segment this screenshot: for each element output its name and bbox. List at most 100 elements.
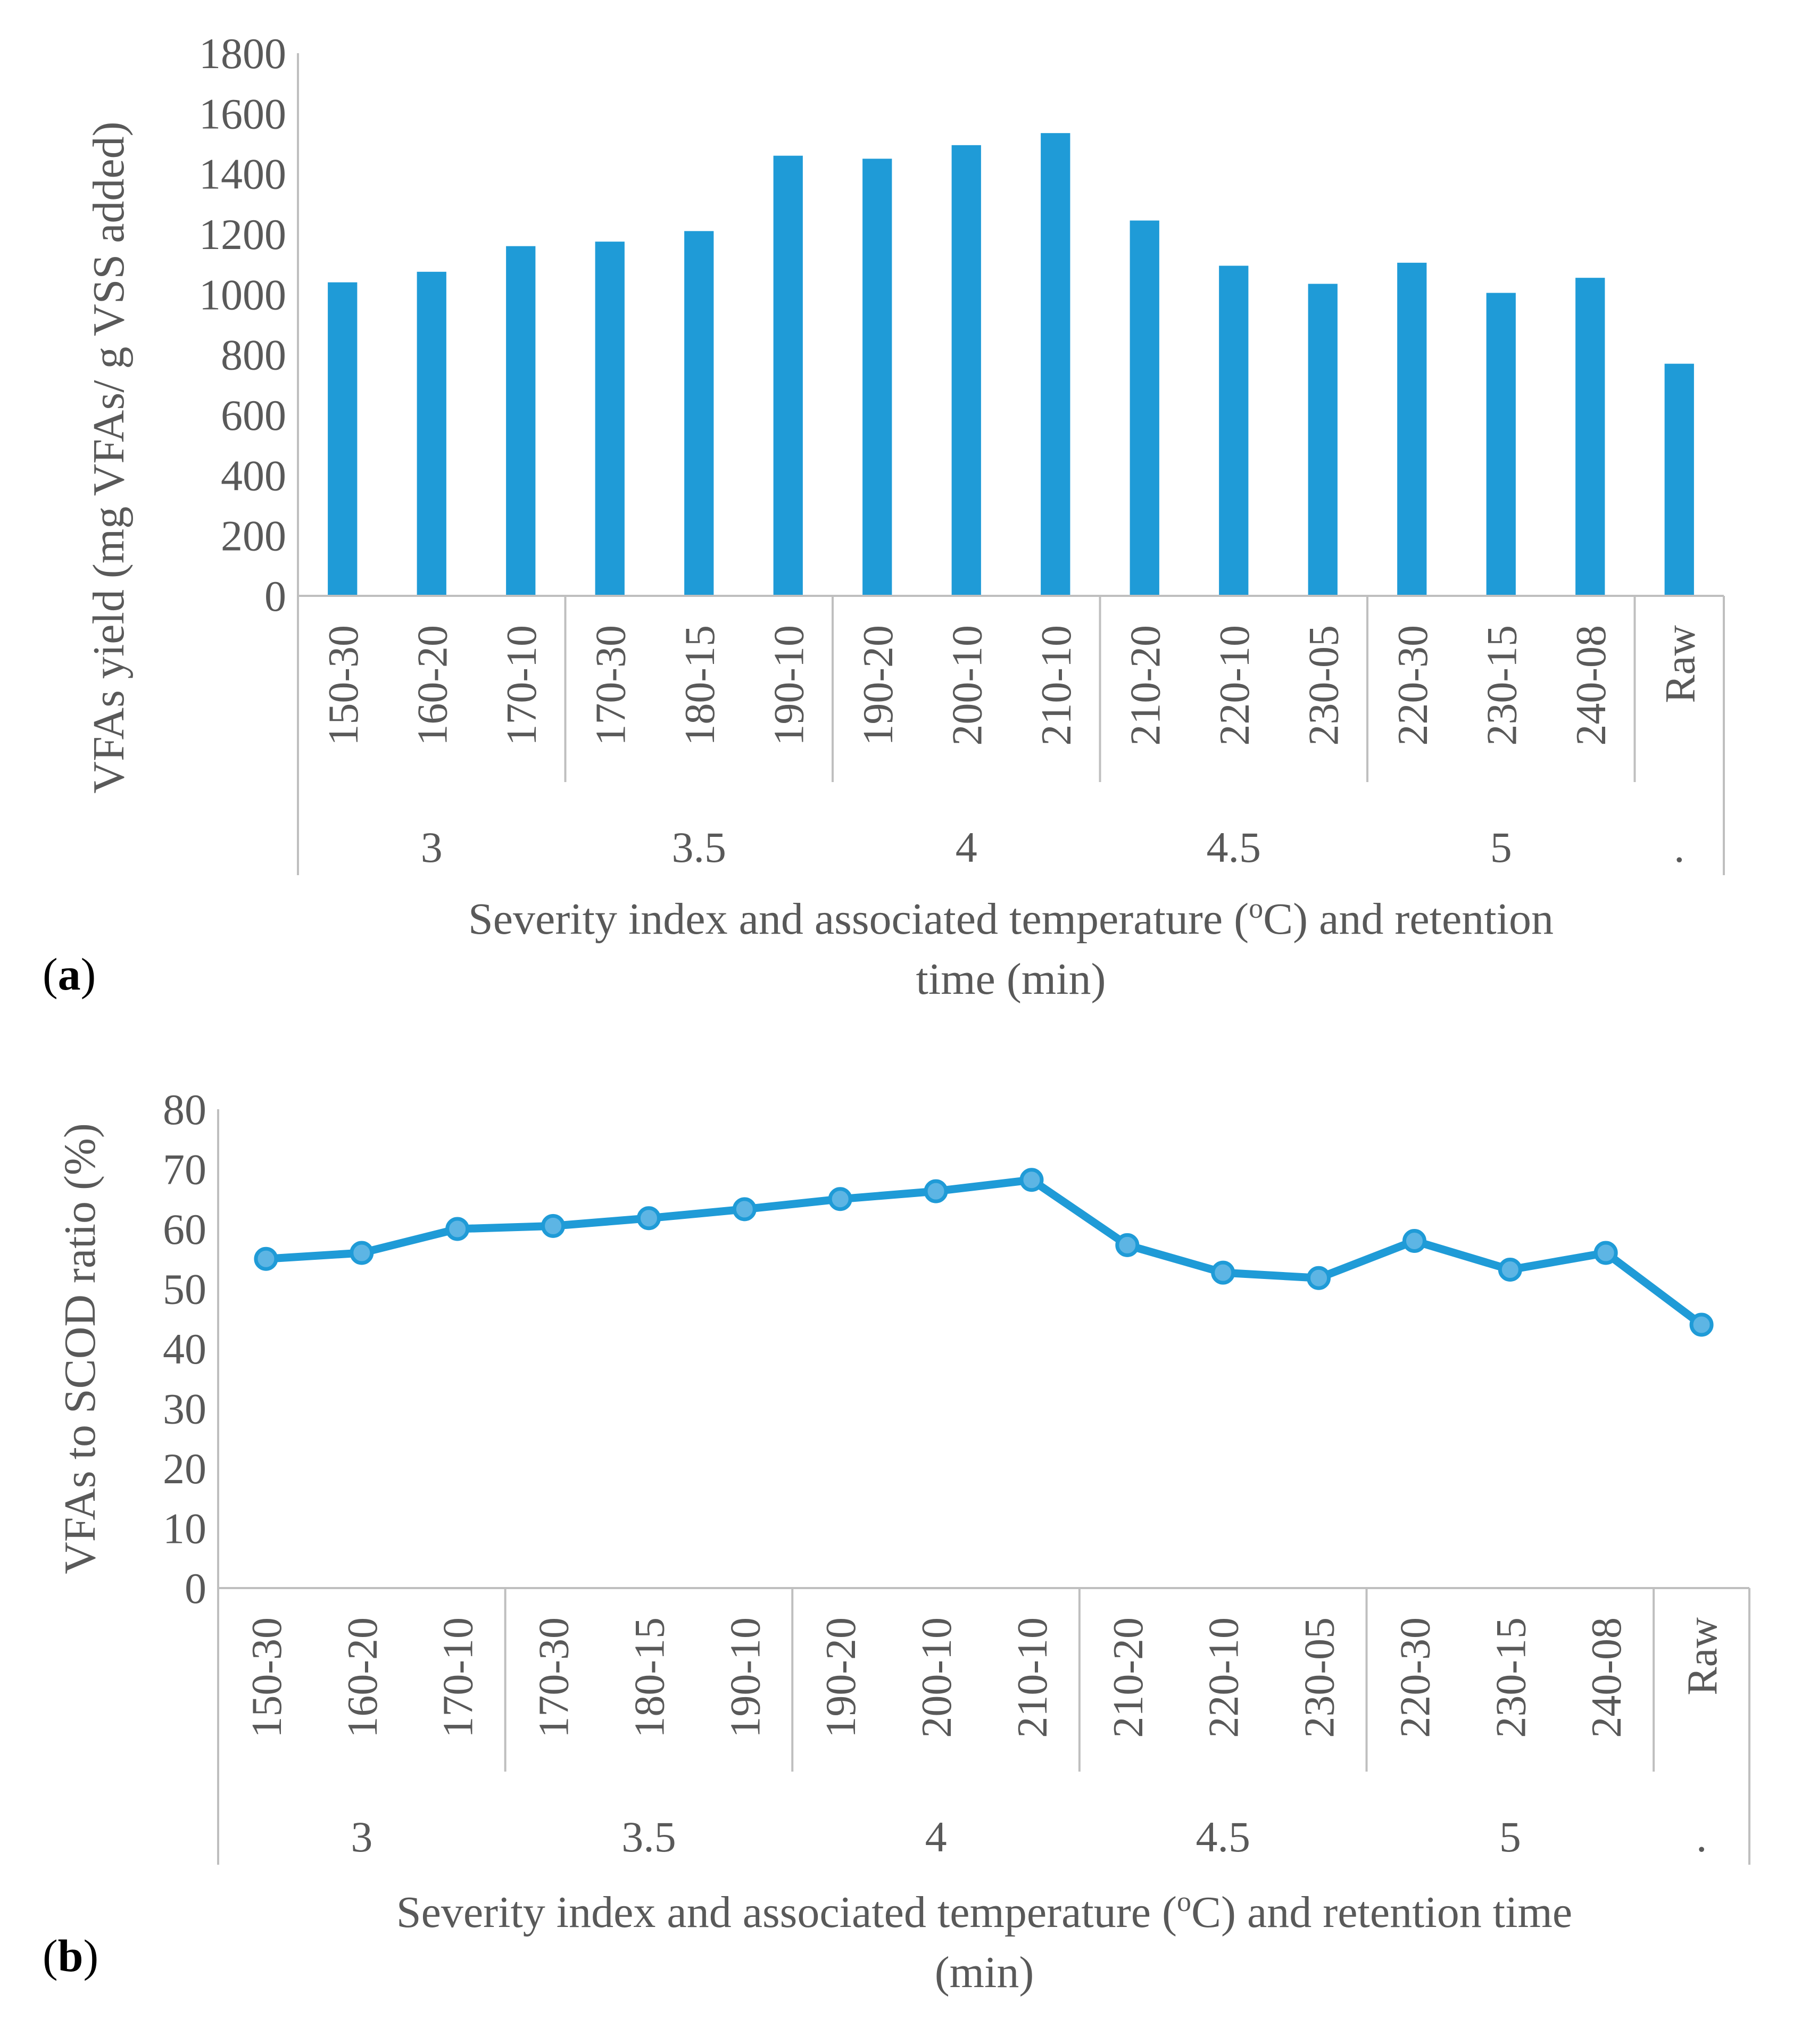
category-label: 230-15: [1488, 1617, 1534, 1738]
category-label: 230-05: [1297, 1617, 1343, 1738]
y-tick-label: 200: [221, 512, 286, 560]
data-point: [350, 1241, 374, 1265]
bar-chart-panel-a: 0 200 400 600 800 1000 1200 1400 1600 1800 150-30…: [43, 29, 1725, 1004]
category-label: 170-10: [435, 1617, 482, 1738]
y-tick-label: 600: [221, 391, 286, 439]
y-tick-label: 1800: [199, 29, 286, 78]
x-axis-title-b-sup: o: [1177, 1885, 1191, 1917]
data-point: [828, 1187, 852, 1211]
category-label: 210-20: [1105, 1617, 1152, 1738]
y-tick-label: 70: [163, 1145, 206, 1194]
x-axis-title-b-part1: Severity index and associated temperatur…: [396, 1888, 1177, 1937]
category-label: 210-10: [1009, 1617, 1056, 1738]
series-line-b: [265, 1176, 1704, 1328]
data-point: [1115, 1233, 1140, 1257]
bar: [1575, 278, 1605, 596]
group-label: .: [1674, 823, 1685, 871]
category-label: 160-20: [339, 1617, 386, 1738]
group-label: 4.5: [1207, 823, 1261, 871]
category-label: 180-15: [626, 1617, 673, 1738]
line-chart-panel-b: 0 10 20 30 40 50 60 70 80 150-30 160-20 170-10 170-…: [43, 1085, 1750, 1997]
bar: [862, 159, 892, 596]
bars-a: [328, 133, 1694, 596]
bar: [1041, 133, 1070, 596]
bar: [328, 282, 358, 596]
y-axis-ticks-b: 0 10 20 30 40 50 60 70 80: [163, 1085, 219, 1613]
x-axis-title-b: Severity index and associated temperatur…: [396, 1885, 1572, 1937]
category-label: 230-05: [1300, 625, 1347, 746]
y-tick-label: 50: [163, 1265, 206, 1314]
category-label: 200-10: [914, 1617, 960, 1738]
category-label: 160-20: [409, 625, 456, 746]
category-label: 180-15: [677, 625, 724, 746]
panel-label-a: (a): [43, 949, 96, 1000]
y-tick-label: 60: [163, 1205, 206, 1253]
y-tick-label: 10: [163, 1505, 206, 1553]
category-labels-a: 150-30 160-20 170-10 170-30 180-15 190-10 190-…: [320, 625, 1704, 746]
y-axis-ticks-a: 0 200 400 600 800 1000 1200 1400 1600 1800: [199, 29, 299, 620]
bar: [1664, 363, 1694, 596]
x-axis-title-b-part2: C) and retention time: [1191, 1888, 1572, 1937]
x-axis-title-a-line2: time (min): [916, 954, 1106, 1004]
category-label: 220-30: [1390, 625, 1437, 746]
data-point: [1402, 1229, 1426, 1253]
bar: [506, 246, 536, 596]
category-label: 220-10: [1201, 1617, 1248, 1738]
group-label: 3.5: [621, 1813, 676, 1861]
y-tick-label: 1400: [199, 150, 286, 198]
category-labels-b: 150-30 160-20 170-10 170-30 180-15 190-10 190-…: [244, 1617, 1726, 1738]
bar: [1219, 265, 1249, 596]
panel-label-b-letter: b: [58, 1930, 84, 1981]
y-tick-label: 800: [221, 331, 286, 379]
data-point: [1689, 1312, 1714, 1337]
y-axis-title-b: VFAs to SCOD ratio (%): [55, 1123, 105, 1574]
y-tick-label: 1600: [199, 89, 286, 138]
bar: [1308, 284, 1338, 596]
series-points-b: [254, 1168, 1714, 1337]
panel-label-b: (b): [43, 1930, 98, 1981]
x-axis-title-a-part2: C) and retention: [1263, 894, 1554, 944]
y-tick-label: 400: [221, 451, 286, 500]
bar: [417, 271, 446, 596]
data-point: [541, 1214, 566, 1238]
y-tick-label: 40: [163, 1325, 206, 1373]
category-label: 240-08: [1568, 625, 1615, 746]
group-label: 3.5: [672, 823, 727, 871]
data-point: [1019, 1168, 1044, 1192]
category-label: 150-30: [244, 1617, 290, 1738]
category-label: 210-20: [1122, 625, 1169, 746]
x-axis-title-b-line2: (min): [935, 1948, 1034, 1997]
panel-label-a-letter: a: [58, 949, 81, 1000]
group-label: 5: [1499, 1813, 1521, 1861]
category-label: Raw: [1679, 1617, 1726, 1696]
category-label: 220-30: [1392, 1617, 1439, 1738]
x-axis-title-a: Severity index and associated temperatur…: [468, 892, 1554, 944]
category-label: Raw: [1657, 625, 1704, 703]
data-point: [924, 1179, 948, 1203]
x-axis-a: [297, 595, 1725, 875]
category-label: 190-10: [766, 625, 812, 746]
y-tick-label: 80: [163, 1085, 206, 1134]
group-label: 5: [1490, 823, 1512, 871]
category-label: 240-08: [1583, 1617, 1630, 1738]
category-label: 190-20: [818, 1617, 865, 1738]
category-label: 170-10: [499, 625, 545, 746]
data-point: [636, 1206, 661, 1231]
group-label: 3: [421, 823, 443, 871]
category-label: 190-10: [722, 1617, 769, 1738]
data-point: [254, 1247, 278, 1271]
y-tick-label: 1000: [199, 270, 286, 319]
x-axis-b: [217, 1587, 1750, 1865]
data-point: [732, 1197, 757, 1222]
bar: [684, 231, 714, 596]
category-label: 170-30: [531, 1617, 578, 1738]
bar: [773, 155, 803, 596]
y-tick-label: 1200: [199, 210, 286, 259]
y-tick-label: 0: [185, 1564, 206, 1613]
bar: [1130, 220, 1159, 596]
category-label: 150-30: [320, 625, 367, 746]
category-label: 230-15: [1479, 625, 1525, 746]
y-tick-label: 20: [163, 1444, 206, 1493]
data-point: [1593, 1241, 1618, 1265]
